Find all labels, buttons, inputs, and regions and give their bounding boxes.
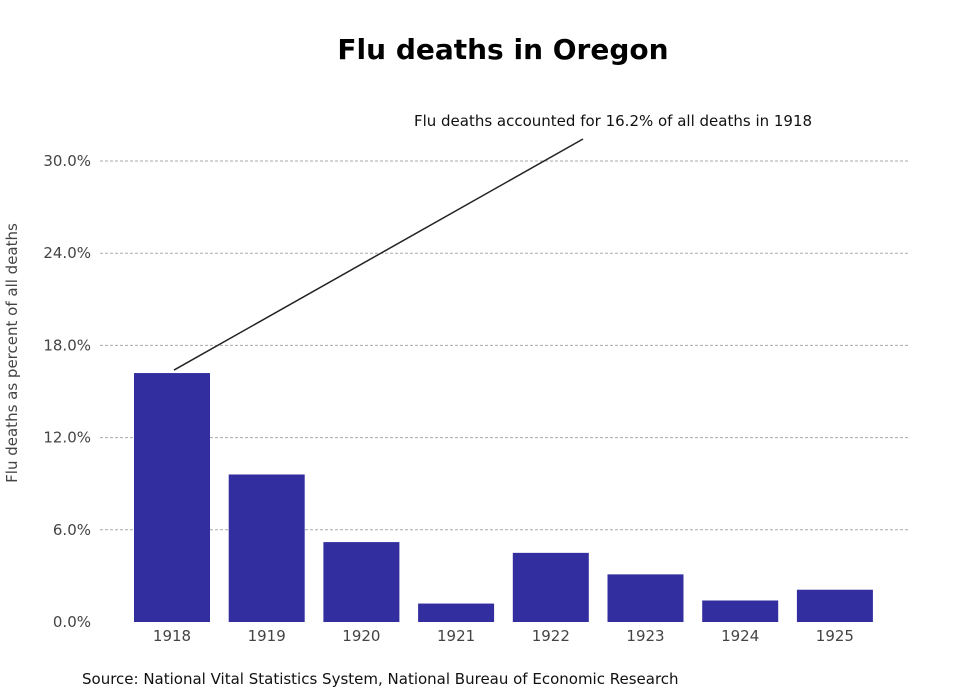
- bars: [134, 373, 873, 622]
- chart-title: Flu deaths in Oregon: [337, 33, 668, 66]
- y-tick-label: 0.0%: [53, 613, 91, 631]
- y-tick-label: 6.0%: [53, 521, 91, 539]
- bar-1920: [323, 542, 400, 622]
- source-note: Source: National Vital Statistics System…: [82, 670, 679, 688]
- annotation-text: Flu deaths accounted for 16.2% of all de…: [414, 112, 812, 130]
- x-tick-label: 1918: [153, 627, 191, 645]
- y-tick-label: 30.0%: [43, 152, 91, 170]
- x-tick-label: 1919: [248, 627, 286, 645]
- bar-1922: [512, 552, 589, 622]
- bar-1919: [228, 474, 305, 622]
- y-axis-label: Flu deaths as percent of all deaths: [3, 223, 21, 483]
- y-axis-ticks: 0.0% 6.0% 12.0% 18.0% 24.0% 30.0%: [43, 152, 91, 631]
- x-tick-label: 1923: [626, 627, 664, 645]
- x-tick-label: 1924: [721, 627, 759, 645]
- x-tick-label: 1925: [816, 627, 854, 645]
- bar-1925: [796, 589, 873, 622]
- bar-1921: [418, 603, 495, 622]
- y-tick-label: 18.0%: [43, 336, 91, 354]
- x-tick-label: 1920: [342, 627, 380, 645]
- annotation-arrow: [173, 138, 584, 371]
- x-tick-label: 1922: [532, 627, 570, 645]
- bar-1924: [702, 600, 779, 622]
- bar-1918: [134, 373, 210, 622]
- x-axis-ticks: 1918 1919 1920 1921 1922 1923 1924 1925: [153, 627, 854, 645]
- grid: [100, 160, 910, 531]
- y-tick-label: 24.0%: [43, 244, 91, 262]
- y-tick-label: 12.0%: [43, 429, 91, 447]
- x-tick-label: 1921: [437, 627, 475, 645]
- bar-1923: [607, 574, 684, 622]
